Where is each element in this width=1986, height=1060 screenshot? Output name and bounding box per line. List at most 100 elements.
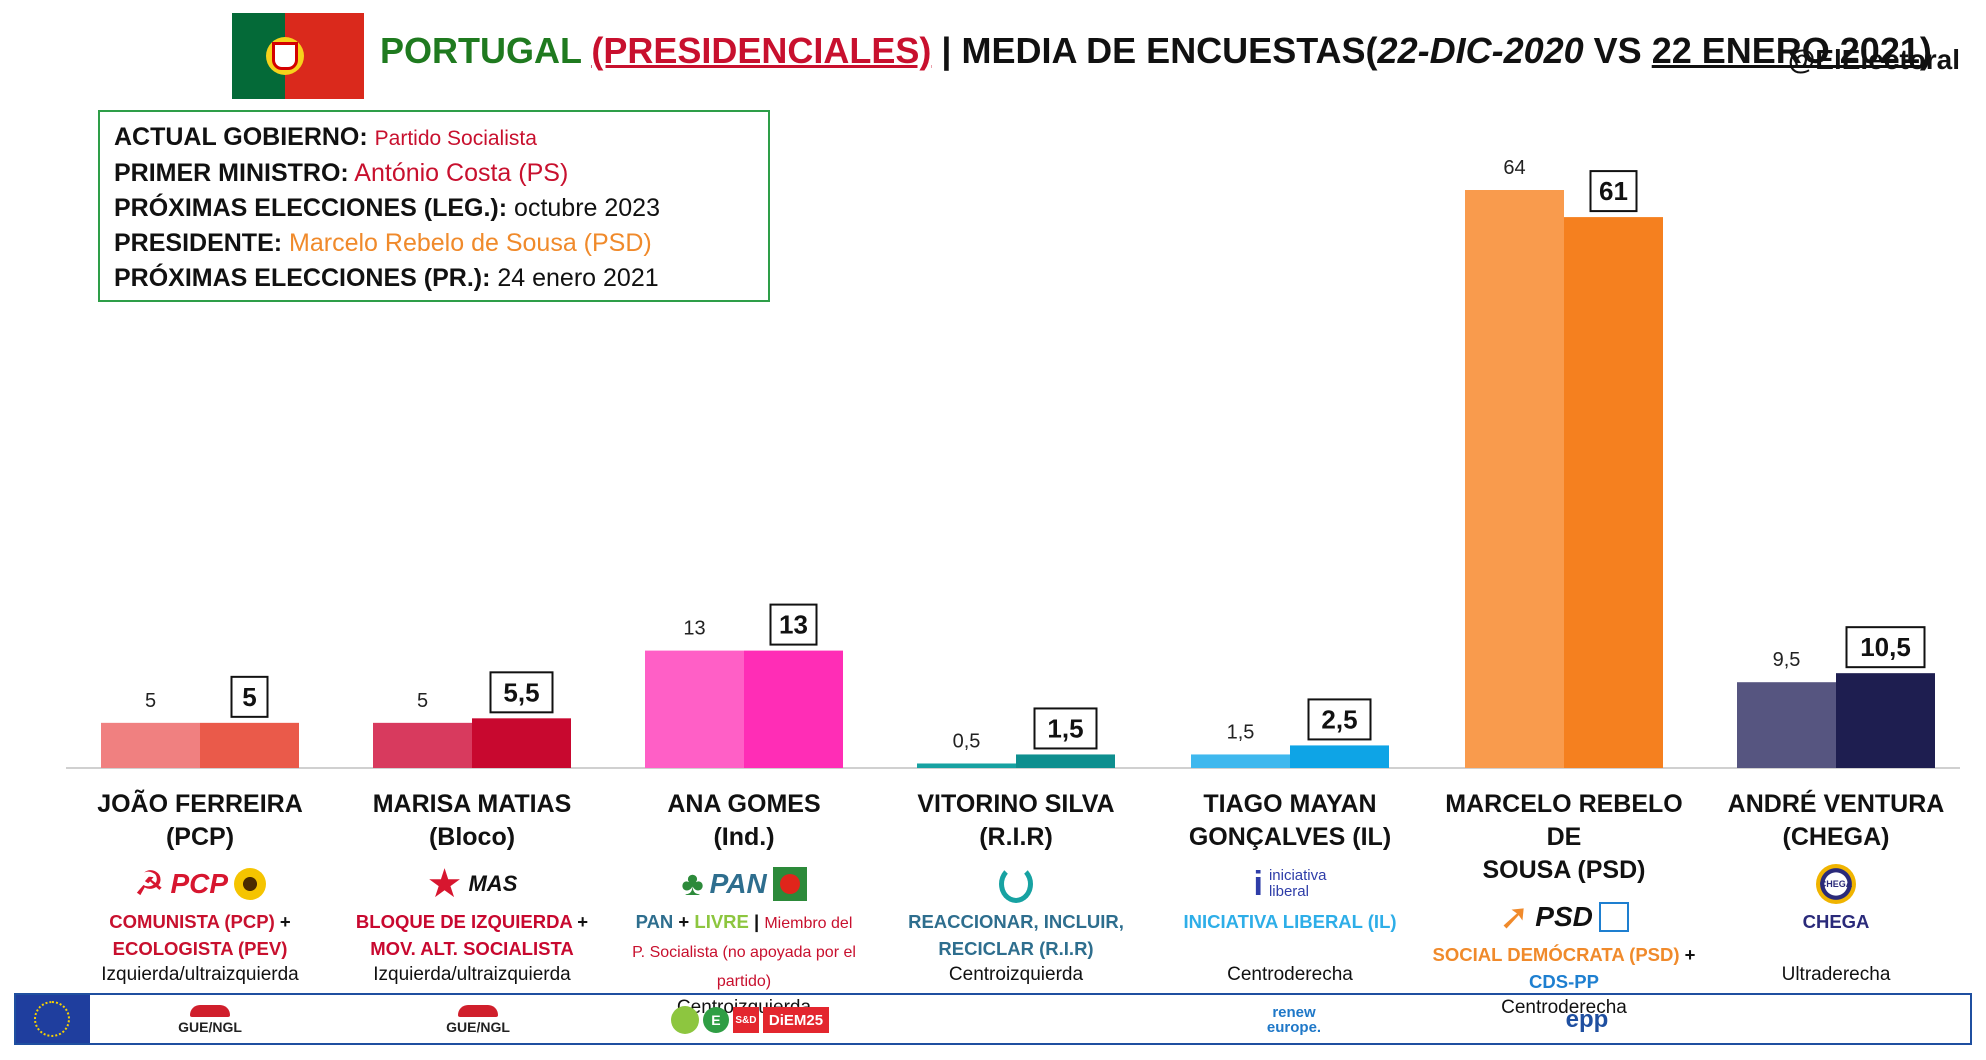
party-text: +	[1679, 944, 1696, 965]
bar-current	[472, 718, 571, 768]
greens-e-icon: E	[702, 1007, 729, 1033]
twitter-handle: @ElElectoral	[1788, 44, 1961, 75]
party-text: P. Socialista (no apoyada por el partido…	[632, 944, 856, 990]
title-subtitle: MEDIA DE ENCUESTAS	[961, 30, 1366, 71]
epp-label: epp	[1565, 1006, 1609, 1033]
gue-hat-icon	[458, 1005, 498, 1017]
candidate-name: JOÃO FERREIRA	[97, 790, 303, 818]
tree-icon: ♣	[681, 865, 704, 903]
party-text: COMUNISTA (PCP)	[109, 911, 275, 932]
eu-flag-icon	[16, 995, 90, 1043]
party-description: REACCIONAR, INCLUIR, RECICLAR (R.I.R)	[881, 908, 1151, 962]
party-text: INICIATIVA LIBERAL (IL)	[1183, 911, 1397, 932]
party-logo-text: PAN	[709, 868, 767, 899]
bar-previous	[1191, 754, 1290, 768]
gue-ngl-logo-2: GUE/NGL	[418, 1003, 538, 1037]
party-logo: ☭ PCP	[65, 862, 335, 906]
info-row-next-presidential: PRÓXIMAS ELECCIONES (PR.): 24 enero 2021	[114, 261, 754, 296]
party-logo: ♣ PAN	[609, 862, 879, 906]
party-text: +	[274, 911, 291, 932]
bar-label-current: 1,5	[1047, 713, 1083, 743]
party-text: +	[673, 911, 695, 932]
candidate-column: ANDRÉ VENTURA (CHEGA) CHEGA CHEGA Ultraderec…	[1701, 788, 1971, 988]
diem25-logo: DiEM25	[762, 1007, 830, 1033]
bar-label-previous: 64	[1503, 157, 1525, 179]
candidate-name: TIAGO MAYAN	[1203, 790, 1377, 818]
poppy-icon	[772, 867, 807, 901]
bar-label-current: 2,5	[1321, 704, 1357, 734]
title-close-paren: )	[1919, 30, 1932, 71]
bar-label-current: 10,5	[1860, 632, 1911, 662]
bar-current	[744, 650, 843, 768]
gue-ngl-logo-1: GUE/NGL	[150, 1003, 270, 1037]
party-text: SOCIAL DEMÓCRATA (PSD)	[1432, 944, 1680, 965]
sd-logo: S&D	[732, 1007, 759, 1033]
ideology-label: Izquierda/ultraizquierda	[101, 964, 299, 985]
party-description: SOCIAL DEMÓCRATA (PSD) + CDS-PP	[1429, 941, 1699, 995]
title-open-paren: (	[1365, 30, 1378, 71]
bar-label-current: 13	[779, 610, 808, 640]
il-logo-top: iniciativa	[1268, 867, 1327, 884]
candidate-column: TIAGO MAYAN GONÇALVES (IL) i iniciativa libe…	[1155, 788, 1425, 988]
party-description: PAN + LIVRE | Miembro del P. Socialista (…	[609, 908, 879, 995]
bar-label-previous: 13	[683, 618, 705, 640]
candidate-name-line2: (Bloco)	[428, 823, 516, 851]
info-row-president: PRESIDENTE: Marcelo Rebelo de Sousa (PSD…	[114, 226, 754, 261]
info-label: PRESIDENTE:	[114, 229, 283, 257]
epp-logo: epp	[1532, 1003, 1642, 1037]
cds-square-icon	[1598, 902, 1629, 932]
ideology-label: Centroizquierda	[948, 964, 1084, 985]
party-description: CHEGA	[1701, 908, 1971, 935]
info-box: ACTUAL GOBIERNO: Partido Socialista PRIM…	[98, 110, 770, 302]
info-label: PRÓXIMAS ELECCIONES (PR.):	[114, 264, 491, 292]
party-description: INICIATIVA LIBERAL (IL)	[1155, 908, 1425, 935]
bar-current	[200, 722, 299, 768]
bar-label-box	[1845, 626, 1926, 669]
chart-title: PORTUGAL (PRESIDENCIALES) | MEDIA DE ENC…	[380, 30, 1932, 72]
title-separator: |	[941, 30, 952, 71]
bar-label-current: 61	[1599, 176, 1628, 206]
title-date-to: 22 ENERO 2021	[1651, 30, 1920, 71]
candidate-column: ANA GOMES (Ind.) ♣ PAN PAN + LIVRE | Miembro…	[609, 788, 879, 1021]
greens-sd-diem-logos: E S&D DiEM25	[670, 1003, 830, 1037]
chega-badge-text: CHEGA	[1819, 879, 1853, 889]
candidate-name-line2: (Ind.)	[713, 823, 775, 851]
chega-badge-icon: CHEGA	[1816, 864, 1856, 904]
party-text: CHEGA	[1802, 911, 1870, 932]
party-text: RECICLAR (R.I.R)	[938, 938, 1094, 959]
info-row-prime-minister: PRIMER MINISTRO: António Costa (PS)	[114, 156, 754, 191]
party-text: BLOQUE DE IZQUIERDA	[355, 911, 573, 932]
candidate-name: ANA GOMES	[667, 790, 821, 818]
portugal-flag-icon	[232, 13, 364, 99]
party-text: |	[748, 911, 765, 932]
bar-label-box	[1307, 698, 1372, 741]
bar-previous	[373, 722, 472, 768]
sunflower-icon	[234, 868, 267, 900]
candidate-name-line2: (R.I.R)	[979, 823, 1053, 851]
candidate-name-line2: (CHEGA)	[1782, 823, 1890, 851]
party-logo: CHEGA	[1701, 862, 1971, 906]
candidate-name: ANDRÉ VENTURA	[1727, 790, 1945, 818]
candidate-name: MARCELO REBELO DE	[1445, 790, 1683, 851]
candidate-name: MARISA MATIAS	[372, 790, 572, 818]
party-logo-text: PSD	[1535, 901, 1593, 932]
greens-sunflower-icon	[670, 1006, 699, 1034]
title-country: PORTUGAL	[380, 30, 582, 71]
candidate-column: VITORINO SILVA (R.I.R) REACCIONAR, INCLUIR…	[881, 788, 1151, 988]
gue-label: GUE/NGL	[446, 1019, 510, 1035]
renew-europe-logo: renew europe.	[1234, 1003, 1354, 1037]
ideology-label: Izquierda/ultraizquierda	[373, 964, 571, 985]
il-logo-text: iniciativa liberal	[1269, 868, 1327, 900]
renew-label-bottom: europe.	[1266, 1019, 1322, 1036]
party-text: MOV. ALT. SOCIALISTA	[370, 938, 574, 959]
bar-current	[1564, 217, 1663, 768]
bar-current	[1016, 754, 1115, 768]
party-text: CDS-PP	[1529, 971, 1599, 992]
bar-label-box	[1589, 170, 1638, 213]
star-icon: ★	[426, 862, 463, 906]
info-value: Marcelo Rebelo de Sousa (PSD)	[289, 229, 652, 257]
party-logo: ➚ PSD	[1429, 895, 1699, 939]
party-text: +	[572, 911, 589, 932]
bar-label-previous: 5	[417, 690, 428, 712]
candidate-column: MARISA MATIAS (Bloco) ★ MAS BLOQUE DE IZQUIE…	[337, 788, 607, 988]
